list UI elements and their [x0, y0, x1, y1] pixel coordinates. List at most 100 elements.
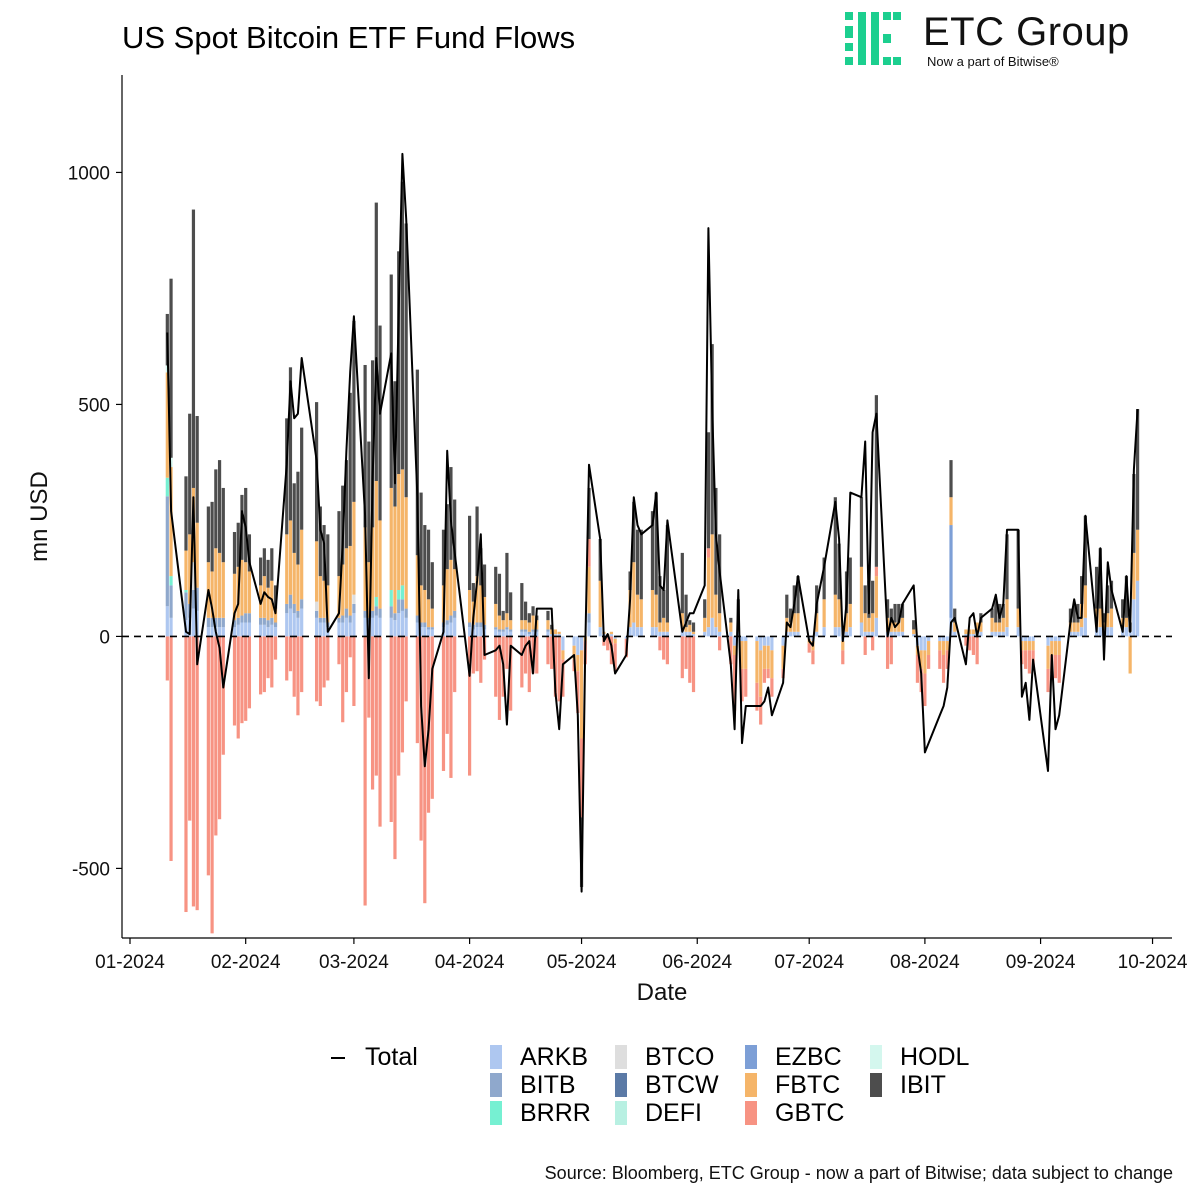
bar-segment-fbtc: [468, 590, 472, 623]
bar-segment-ibit: [475, 506, 479, 577]
bar-segment-bitb: [509, 629, 513, 632]
y-tick-label: 500: [78, 395, 110, 416]
bar-segment-bitb: [270, 617, 274, 625]
bar-segment-arkb: [426, 629, 431, 637]
legend-label: BRRR: [520, 1098, 591, 1127]
bar-segment-ibit: [859, 497, 864, 567]
bar-segment-fbtc: [837, 599, 841, 628]
bar-segment-brrr: [397, 590, 401, 600]
bar-segment-gbtc: [915, 654, 920, 683]
bar-segment-fbtc: [598, 580, 602, 628]
bar-segment-arkb: [912, 634, 916, 637]
bar-segment-fbtc: [964, 629, 968, 635]
bar-segment-arkb: [755, 636, 759, 642]
bar-segment-arkb: [897, 631, 901, 637]
bar-segment-ibit: [848, 557, 852, 604]
bar-segment-ibit: [191, 209, 196, 488]
bar-segment-fbtc: [214, 548, 218, 618]
bar-segment-ibit: [423, 525, 427, 591]
bar-segment-arkb: [923, 636, 927, 651]
bar-segment-ibit: [990, 608, 994, 618]
bar-segment-arkb: [296, 617, 300, 637]
bar-segment-ibit: [796, 576, 800, 614]
bar-segment-ibit: [546, 610, 550, 621]
bar-segment-bitb: [165, 496, 169, 607]
bar-segment-fbtc: [1050, 641, 1054, 655]
bar-segment-fbtc: [352, 501, 356, 595]
bar-segment-gbtc: [706, 548, 711, 558]
bar-segment-arkb: [1132, 599, 1136, 637]
bar-segment-fbtc: [766, 645, 770, 669]
bar-segment-brrr: [389, 590, 393, 607]
bar-segment-fbtc: [587, 566, 591, 614]
bar-segment-arkb: [206, 627, 210, 637]
bar-segment-fbtc: [863, 613, 867, 632]
bar-segment-fbtc: [285, 534, 289, 604]
legend-swatch: [490, 1101, 502, 1125]
bar-segment-bitb: [262, 617, 266, 625]
bar-segment-fbtc: [482, 596, 487, 625]
bar-segment-gbtc: [322, 636, 326, 688]
bar-segment-gbtc: [1053, 654, 1058, 679]
bar-segment-fbtc: [509, 620, 513, 630]
bar-segment-ibit: [468, 515, 472, 591]
bar-segment-arkb: [766, 636, 770, 646]
bar-segment-gbtc: [509, 636, 513, 711]
bar-segment-bitb: [206, 617, 210, 628]
legend-label: FBTC: [775, 1070, 841, 1099]
bar-segment-arkb: [475, 627, 479, 637]
bar-segment-gbtc: [232, 636, 237, 726]
bar-segment-gbtc: [863, 636, 867, 655]
bar-segment-bitb: [210, 617, 214, 628]
bar-segment-fbtc: [841, 641, 845, 651]
etf-flows-chart: -500 0 500 1000 01-2024 02-2024 03-2024 04-2024…: [26, 75, 1188, 1006]
bar-segment-fbtc: [300, 529, 304, 600]
bar-segment-gbtc: [613, 643, 617, 672]
bar-segment-fbtc: [688, 624, 692, 632]
bar-segment-bitb: [292, 603, 296, 614]
bar-segment-bitb: [195, 587, 199, 611]
bar-segment-fbtc: [389, 487, 393, 591]
bar-segment-gbtc: [1024, 650, 1028, 669]
bar-segment-bitb: [389, 606, 393, 618]
bar-segment-fbtc: [1136, 529, 1140, 581]
bar-segment-fbtc: [579, 650, 584, 739]
bar-segment-fbtc: [859, 566, 864, 623]
bar-segment-fbtc: [326, 585, 330, 623]
bar-segment-arkb: [927, 636, 931, 642]
bar-segment-gbtc: [494, 636, 498, 697]
legend-swatch: [745, 1045, 757, 1069]
bar-segment-arkb: [941, 636, 946, 642]
bar-segment-fbtc: [497, 615, 502, 630]
bar-segment-gbtc: [169, 636, 173, 861]
legend-label: BTCO: [645, 1042, 715, 1071]
bar-segment-gbtc: [352, 636, 356, 707]
bar-segment-fbtc: [997, 622, 1002, 632]
bar-segment-ibit: [691, 622, 696, 632]
bar-segment-fbtc: [520, 620, 524, 630]
legend-item-brrr: BRRR: [490, 1099, 591, 1127]
bar-segment-fbtc: [169, 467, 173, 577]
bar-segment-arkb: [1020, 636, 1024, 642]
bar-segment-fbtc: [867, 617, 871, 632]
bar-segment-arkb: [341, 622, 345, 637]
bar-segment-ibit: [195, 416, 199, 523]
bar-segment-fbtc: [796, 613, 800, 632]
bar-segment-arkb: [561, 636, 565, 651]
bar-segment-bitb: [423, 622, 427, 628]
bar-segment-arkb: [259, 624, 263, 637]
bar-segment-fbtc: [266, 587, 270, 621]
bar-segment-gbtc: [471, 636, 475, 674]
bar-segment-arkb: [1106, 627, 1110, 637]
bar-segment-fbtc: [900, 617, 905, 632]
bar-segment-arkb: [572, 636, 576, 646]
bar-segment-fbtc: [221, 562, 225, 618]
bar-segment-fbtc: [475, 576, 479, 623]
bar-segment-gbtc: [497, 636, 502, 720]
x-tick-label: 08-2024: [890, 952, 960, 973]
bar-segment-arkb: [191, 608, 196, 637]
bar-segment-ibit: [703, 599, 707, 618]
bar-segment-ibit: [1068, 608, 1073, 623]
bar-segment-fbtc: [557, 631, 561, 635]
bar-segment-ibit: [430, 562, 434, 609]
